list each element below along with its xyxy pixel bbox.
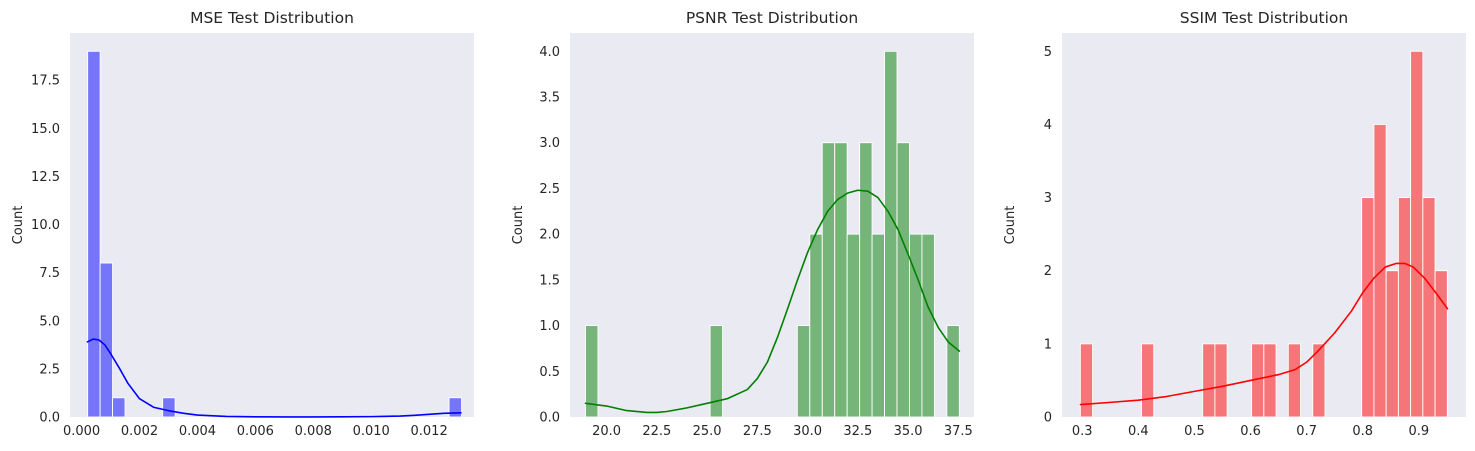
- histogram-bar: [1287, 343, 1301, 418]
- y-tick-label: 2: [1044, 264, 1052, 279]
- x-tick-label: 0.002: [121, 424, 158, 439]
- histogram-bar: [87, 50, 101, 418]
- x-tick-label: 0.008: [295, 424, 332, 439]
- y-tick-label: 7.5: [39, 266, 60, 281]
- histogram-bar: [1434, 270, 1448, 418]
- x-tick-label: 20.0: [592, 424, 621, 439]
- histogram-bar: [1263, 343, 1277, 418]
- y-tick-label: 3.0: [539, 136, 560, 151]
- histogram-bar: [1202, 343, 1216, 418]
- x-tick-label: 0.004: [179, 424, 216, 439]
- kde-line: [1079, 262, 1449, 406]
- histogram-bar: [99, 262, 114, 418]
- histogram-bar: [1141, 343, 1155, 418]
- histogram-bar: [859, 142, 873, 418]
- x-tick-label: 32.5: [843, 424, 872, 439]
- y-axis-label: Count: [1003, 206, 1018, 245]
- y-tick-label: 1.0: [539, 319, 560, 334]
- histogram-bar: [448, 397, 462, 418]
- y-axis-label: Count: [11, 206, 26, 245]
- y-tick-label: 5.0: [39, 314, 60, 329]
- y-tick-label: 0.0: [39, 411, 60, 426]
- y-tick-label: 4: [1044, 118, 1052, 133]
- x-tick-label: 22.5: [642, 424, 671, 439]
- histogram-bar: [1422, 197, 1436, 418]
- x-tick-label: 37.5: [944, 424, 973, 439]
- histogram-bar: [1373, 123, 1387, 418]
- histogram-bar: [896, 142, 910, 418]
- y-tick-label: 2.5: [39, 362, 60, 377]
- y-tick-label: 3.5: [539, 91, 560, 106]
- x-tick-label: 0.4: [1128, 424, 1149, 439]
- histogram-bars: [1079, 50, 1448, 418]
- y-tick-label: 1: [1044, 337, 1052, 352]
- x-tick-label: 0.006: [237, 424, 274, 439]
- y-tick-label: 4.0: [539, 45, 560, 60]
- chart-panel-2: 20.0 22.5 25.0 27.5 30.0 32.5 35.0 37.5 0.0 0.5 1.…: [511, 9, 974, 439]
- x-tick-label: 0.6: [1240, 424, 1261, 439]
- histogram-bar: [821, 142, 836, 418]
- y-tick-label: 10.0: [31, 218, 60, 233]
- y-tick-label: 3: [1044, 191, 1052, 206]
- y-tick-label: 0.0: [539, 411, 560, 426]
- y-tick-label: 2.0: [539, 228, 560, 243]
- y-tick-label: 17.5: [31, 74, 60, 89]
- y-tick-label: 0.5: [539, 365, 560, 380]
- histogram-bar: [921, 233, 935, 418]
- chart-panel-1: 0.000 0.002 0.004 0.006 0.008 0.010 0.012 0.0 2.…: [11, 9, 474, 439]
- kde-line: [584, 189, 961, 414]
- histogram-bar: [846, 233, 861, 418]
- histogram-bar: [809, 233, 823, 418]
- y-tick-label: 2.5: [539, 182, 560, 197]
- histogram-bar: [1397, 197, 1412, 418]
- y-tick-label: 1.5: [539, 273, 560, 288]
- histogram-bar: [585, 325, 599, 418]
- x-tick-label: 0.000: [63, 424, 100, 439]
- y-axis-label: Count: [511, 206, 526, 245]
- plot-area: [70, 33, 474, 417]
- x-tick-label: 0.8: [1352, 424, 1373, 439]
- x-tick-label: 0.010: [353, 424, 390, 439]
- histogram-bar: [1214, 343, 1228, 418]
- x-tick-label: 0.5: [1184, 424, 1205, 439]
- kde-line: [86, 338, 462, 418]
- histogram-bar: [871, 233, 886, 418]
- y-tick-label: 12.5: [31, 170, 60, 185]
- chart-title: SSIM Test Distribution: [1180, 9, 1348, 27]
- histogram-bar: [1361, 197, 1375, 418]
- histogram-bar: [1079, 343, 1094, 418]
- histogram-bar: [946, 325, 960, 418]
- histogram-bar: [112, 397, 126, 418]
- histogram-bar: [884, 50, 898, 418]
- chart-panel-3: 0.3 0.4 0.5 0.6 0.7 0.8 0.9 0 1 2 3 4 5 SSIM Test Dis…: [1003, 9, 1466, 439]
- histogram-bar: [796, 325, 811, 418]
- histogram-bar: [1410, 50, 1424, 418]
- y-tick-label: 5: [1044, 45, 1052, 60]
- chart-title: PSNR Test Distribution: [686, 9, 858, 27]
- x-tick-label: 25.0: [693, 424, 722, 439]
- x-tick-label: 0.012: [411, 424, 448, 439]
- x-tick-label: 0.9: [1409, 424, 1430, 439]
- x-tick-label: 27.5: [743, 424, 772, 439]
- x-tick-label: 0.7: [1296, 424, 1317, 439]
- histogram-bar: [1312, 343, 1326, 418]
- histogram-bar: [1385, 270, 1399, 418]
- y-tick-label: 15.0: [31, 122, 60, 137]
- x-tick-label: 0.3: [1072, 424, 1093, 439]
- histogram-bar: [709, 325, 724, 418]
- x-tick-label: 30.0: [793, 424, 822, 439]
- y-tick-label: 0: [1044, 411, 1052, 426]
- chart-title: MSE Test Distribution: [190, 9, 354, 27]
- histogram-bar: [834, 142, 848, 418]
- histogram-bars: [585, 50, 960, 418]
- histogram-bar: [162, 397, 176, 418]
- x-tick-label: 35.0: [894, 424, 923, 439]
